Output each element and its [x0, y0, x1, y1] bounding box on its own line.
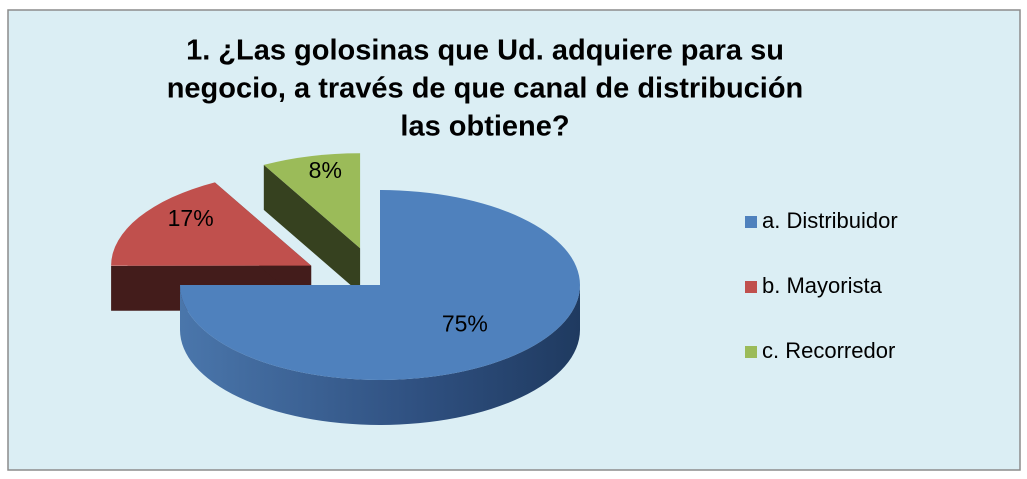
slice: [180, 190, 580, 380]
slice: [263, 153, 361, 249]
slice-cut-face: [263, 164, 361, 294]
slice: [111, 182, 312, 266]
legend-swatch: [745, 281, 757, 293]
legend-label: c. Recorredor: [762, 338, 895, 363]
data-label: 8%: [309, 157, 342, 183]
legend-swatch: [745, 216, 757, 228]
legend-label: b. Mayorista: [762, 273, 883, 298]
data-label: 75%: [442, 310, 488, 336]
slice-wall: [180, 285, 580, 425]
legend-label: a. Distribuidor: [762, 208, 898, 233]
chart-title: las obtiene?: [400, 111, 569, 143]
chart-title: 1. ¿Las golosinas que Ud. adquiere para …: [186, 35, 784, 67]
chart-title: negocio, a través de que canal de distri…: [167, 73, 804, 105]
data-label: 17%: [168, 205, 214, 231]
legend-swatch: [745, 346, 757, 358]
